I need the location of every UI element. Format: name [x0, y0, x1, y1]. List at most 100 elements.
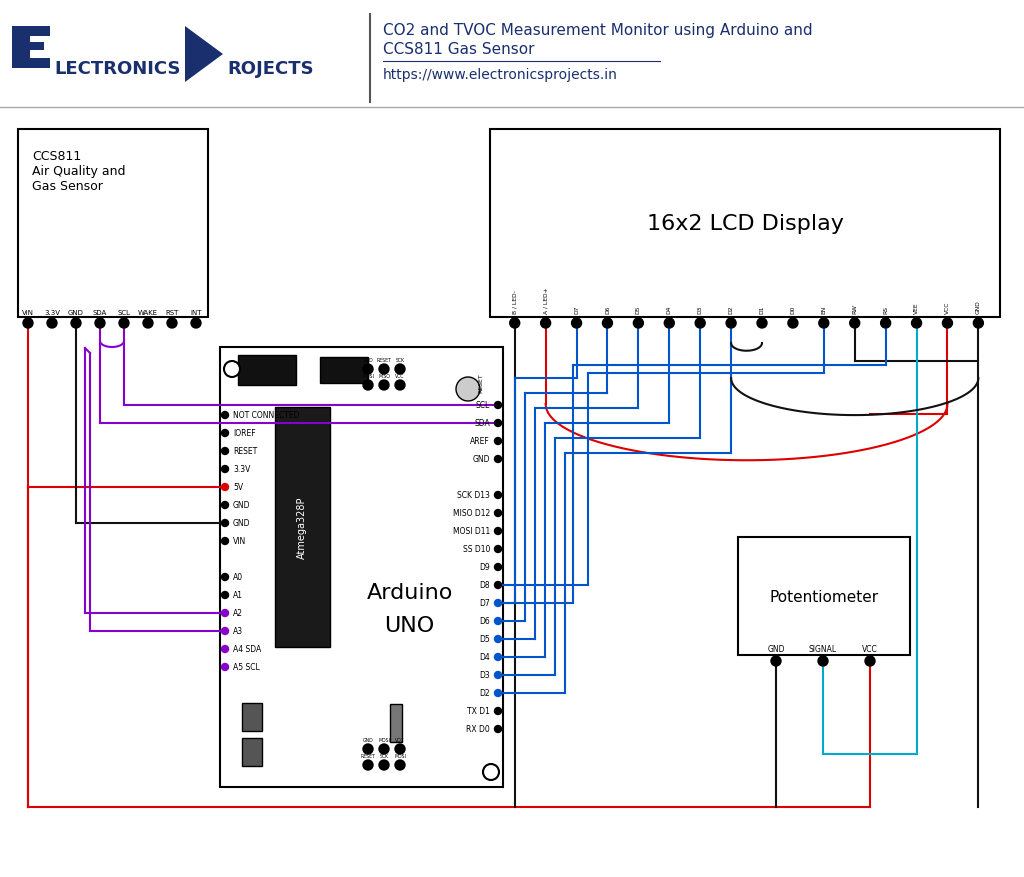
Text: IOREF: IOREF [233, 429, 256, 438]
Text: MOSI D11: MOSI D11 [453, 527, 490, 536]
Circle shape [379, 381, 389, 390]
Circle shape [362, 760, 373, 770]
Text: GND: GND [362, 358, 374, 362]
Circle shape [221, 610, 228, 617]
Text: 3.3V: 3.3V [44, 310, 60, 316]
Circle shape [395, 745, 406, 754]
Circle shape [47, 318, 57, 329]
Text: A0: A0 [233, 573, 243, 581]
Circle shape [495, 564, 502, 571]
Circle shape [787, 318, 798, 329]
Circle shape [771, 656, 781, 667]
Text: SDA: SDA [474, 419, 490, 428]
Text: SCK D13: SCK D13 [457, 491, 490, 500]
Bar [390, 704, 402, 742]
Text: Arduino: Arduino [367, 582, 453, 602]
Circle shape [495, 492, 502, 499]
Circle shape [224, 361, 240, 378]
Text: RESET: RESET [377, 358, 391, 362]
Text: MOSI: MOSI [394, 753, 406, 758]
Circle shape [571, 318, 582, 329]
Text: AREF: AREF [470, 437, 490, 446]
Circle shape [221, 645, 228, 652]
Bar [220, 347, 503, 787]
Text: D4: D4 [479, 652, 490, 662]
Circle shape [143, 318, 153, 329]
Circle shape [379, 365, 389, 374]
Text: VCC: VCC [395, 738, 404, 742]
Text: ROJECTS: ROJECTS [227, 60, 313, 78]
Circle shape [456, 378, 480, 402]
Circle shape [726, 318, 736, 329]
Text: MOSI: MOSI [378, 738, 390, 742]
Circle shape [395, 381, 406, 390]
Bar [738, 538, 910, 655]
Bar [238, 355, 296, 386]
Text: MISO: MISO [378, 374, 390, 379]
Text: LECTRONICS: LECTRONICS [54, 60, 180, 78]
Circle shape [495, 617, 502, 624]
Circle shape [974, 318, 983, 329]
Text: D1: D1 [760, 305, 765, 314]
Text: EN: EN [821, 305, 826, 314]
Circle shape [71, 318, 81, 329]
Text: MISO D12: MISO D12 [453, 509, 490, 518]
Circle shape [221, 664, 228, 671]
Bar [242, 703, 262, 731]
Polygon shape [185, 27, 223, 83]
Circle shape [362, 381, 373, 390]
Text: Potentiometer: Potentiometer [769, 588, 879, 603]
Text: A4 SDA: A4 SDA [233, 645, 261, 653]
Text: TX D1: TX D1 [467, 707, 490, 716]
Text: D7: D7 [479, 599, 490, 608]
Text: RS: RS [883, 306, 888, 314]
Text: VCC: VCC [862, 645, 878, 653]
Bar [490, 130, 1000, 317]
Circle shape [483, 764, 499, 781]
Text: A1: A1 [233, 591, 243, 600]
Text: GND: GND [362, 738, 374, 742]
Circle shape [495, 456, 502, 463]
Text: D9: D9 [479, 563, 490, 572]
Circle shape [818, 656, 828, 667]
Text: MOSI: MOSI [362, 374, 374, 379]
Text: https://www.electronicsprojects.in: https://www.electronicsprojects.in [383, 68, 617, 82]
Circle shape [634, 318, 643, 329]
Circle shape [495, 672, 502, 679]
Text: D2: D2 [479, 688, 490, 698]
Text: D0: D0 [791, 305, 796, 314]
Text: SCL: SCL [476, 401, 490, 410]
Text: A / LED+: A / LED+ [543, 287, 548, 314]
Circle shape [757, 318, 767, 329]
Text: D3: D3 [479, 671, 490, 680]
Circle shape [221, 520, 228, 527]
Text: RESET: RESET [360, 753, 376, 758]
Bar [18, 130, 208, 317]
Circle shape [911, 318, 922, 329]
Circle shape [495, 725, 502, 732]
Circle shape [395, 760, 406, 770]
Circle shape [695, 318, 706, 329]
Text: Atmega328P: Atmega328P [297, 496, 307, 559]
Text: CCS811 Gas Sensor: CCS811 Gas Sensor [383, 42, 535, 57]
Text: GND: GND [233, 519, 251, 528]
Circle shape [395, 365, 406, 374]
Text: A5 SCL: A5 SCL [233, 663, 260, 672]
Circle shape [221, 538, 228, 545]
Circle shape [221, 412, 228, 419]
Text: UNO: UNO [384, 616, 435, 635]
Text: D4: D4 [667, 305, 672, 314]
Text: VCC: VCC [945, 302, 950, 314]
Text: SCK: SCK [395, 358, 404, 362]
Circle shape [541, 318, 551, 329]
Circle shape [95, 318, 105, 329]
Circle shape [221, 484, 228, 491]
Circle shape [495, 420, 502, 427]
Text: D5: D5 [479, 635, 490, 644]
Text: B / LED-: B / LED- [512, 290, 517, 314]
Circle shape [602, 318, 612, 329]
Circle shape [221, 592, 228, 599]
Circle shape [119, 318, 129, 329]
Circle shape [362, 745, 373, 754]
Circle shape [221, 574, 228, 581]
